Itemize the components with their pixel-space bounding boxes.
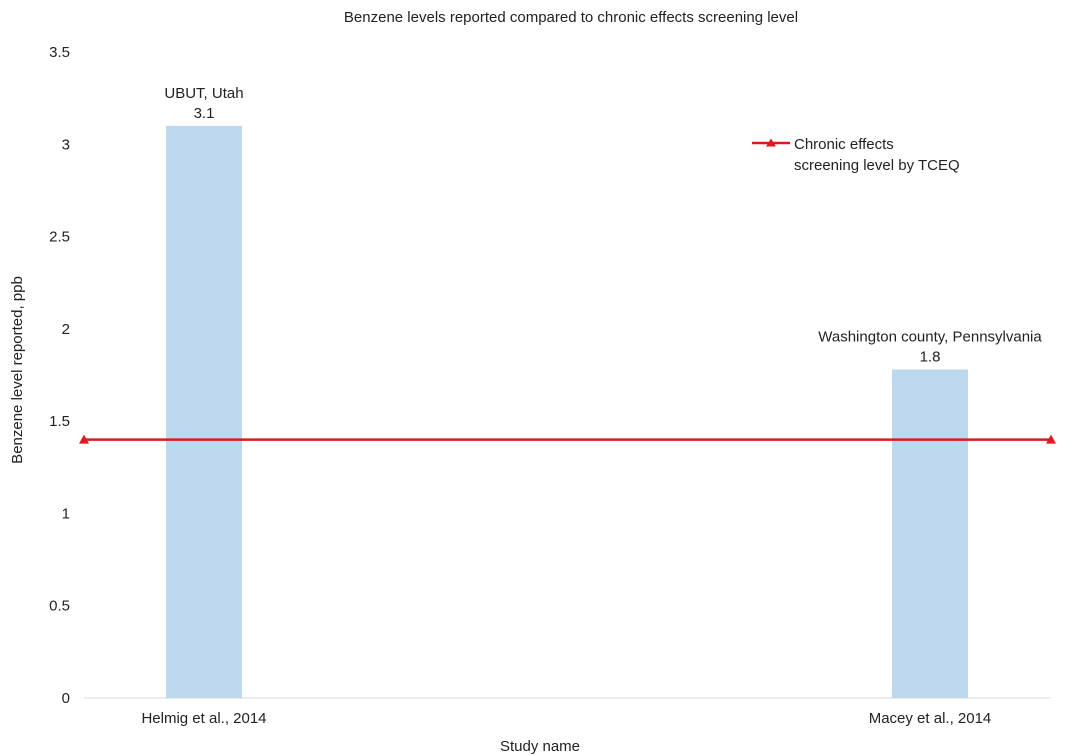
chart-title: Benzene levels reported compared to chro… xyxy=(344,9,798,26)
x-axis-label: Study name xyxy=(500,738,580,755)
reference-line xyxy=(79,434,1056,444)
y-tick-label: 0 xyxy=(62,690,70,707)
x-axis-ticks: Helmig et al., 2014 Macey et al., 2014 xyxy=(141,710,991,727)
y-tick-label: 3.5 xyxy=(49,44,70,61)
screening-level-marker xyxy=(1046,434,1056,444)
y-tick-label: 0.5 xyxy=(49,598,70,615)
bar xyxy=(892,369,968,698)
x-tick-label: Helmig et al., 2014 xyxy=(141,710,266,727)
legend-label-line-2: screening level by TCEQ xyxy=(794,157,960,174)
screening-level-marker xyxy=(79,434,89,444)
bars: 3.1 UBUT, Utah 1.8 Washington county, Penns… xyxy=(164,85,1042,699)
bar xyxy=(166,125,242,699)
bar-location-label: UBUT, Utah xyxy=(164,85,243,102)
y-tick-label: 2 xyxy=(62,321,70,338)
y-axis-label: Benzene level reported, ppb xyxy=(9,276,26,464)
legend: Chronic effects screening level by TCEQ xyxy=(752,136,960,174)
y-tick-label: 1.5 xyxy=(49,413,70,430)
legend-marker-swatch xyxy=(766,138,776,147)
x-tick-label: Macey et al., 2014 xyxy=(869,710,992,727)
bar-value-label: 1.8 xyxy=(920,348,941,365)
bar-location-label: Washington county, Pennsylvania xyxy=(818,328,1042,345)
y-tick-label: 1 xyxy=(62,505,70,522)
y-tick-label: 2.5 xyxy=(49,229,70,246)
y-tick-label: 3 xyxy=(62,136,70,153)
y-axis-ticks: 0 0.5 1 1.5 2 2.5 3 3.5 xyxy=(49,44,70,707)
legend-label-line-1: Chronic effects xyxy=(794,136,894,153)
bar-value-label: 3.1 xyxy=(194,105,215,122)
